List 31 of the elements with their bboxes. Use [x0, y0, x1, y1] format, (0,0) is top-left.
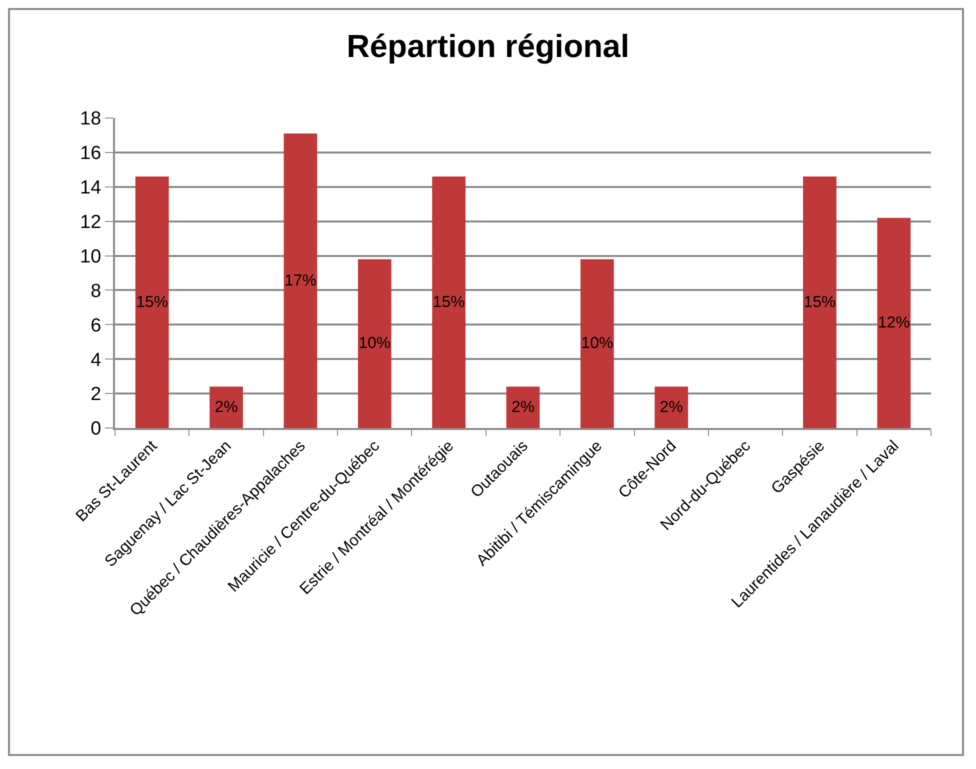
bar	[506, 386, 540, 428]
data-label: 17%	[284, 272, 316, 290]
data-label: 15%	[804, 294, 836, 311]
data-label: 15%	[432, 294, 465, 311]
chart-title: Répartion régional	[346, 28, 630, 64]
y-tick-label: 10	[80, 246, 102, 268]
bar	[580, 259, 614, 428]
y-tick-label: 0	[90, 418, 102, 440]
y-tick-label: 16	[80, 143, 102, 164]
data-label: 15%	[136, 294, 168, 311]
bar	[284, 134, 318, 428]
data-label: 2%	[660, 398, 683, 416]
data-label: 12%	[878, 314, 910, 332]
data-label: 10%	[581, 335, 614, 352]
bar	[803, 176, 836, 428]
y-tick-label: 12	[80, 212, 102, 233]
bar	[210, 386, 243, 428]
bar	[877, 218, 911, 428]
y-tick-label: 6	[90, 315, 102, 336]
bar	[358, 259, 392, 428]
y-tick-label: 14	[80, 178, 102, 199]
y-tick-label: 2	[90, 384, 102, 406]
bar	[432, 176, 466, 428]
bar	[654, 386, 688, 428]
data-label: 10%	[358, 335, 391, 352]
y-tick-label: 4	[90, 350, 102, 371]
y-tick-label: 18	[80, 108, 102, 130]
bar	[135, 176, 169, 428]
data-label: 2%	[511, 398, 535, 416]
y-tick-label: 8	[90, 280, 102, 302]
data-label: 2%	[214, 398, 238, 416]
